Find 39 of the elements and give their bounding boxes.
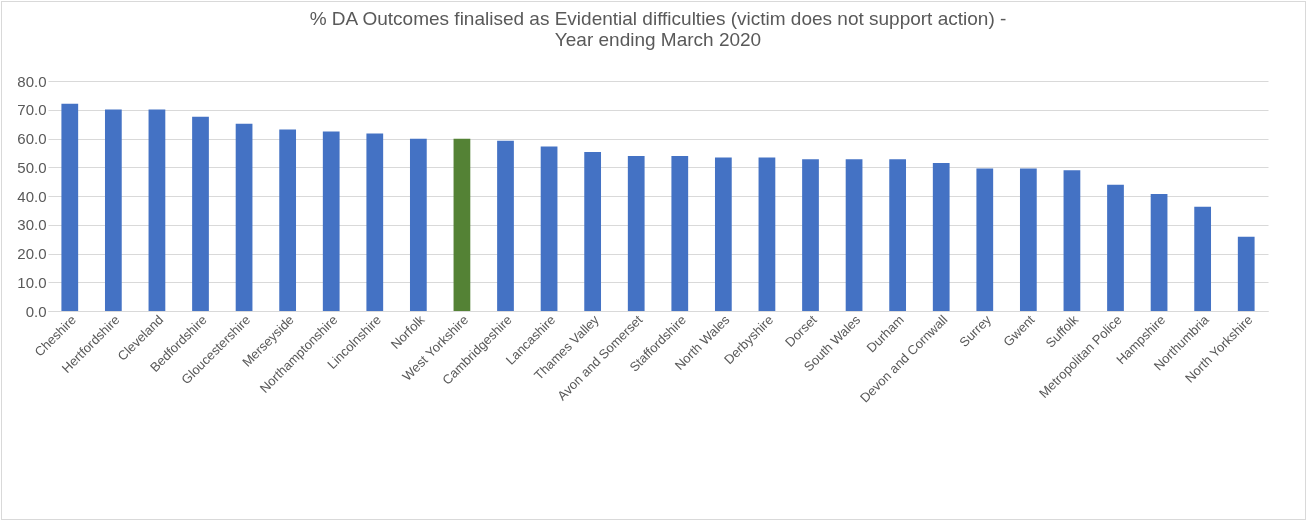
bar <box>453 138 471 311</box>
bar <box>758 157 776 311</box>
bar <box>1150 193 1168 311</box>
bar <box>409 138 427 311</box>
bar <box>1194 206 1212 311</box>
bar <box>627 156 645 311</box>
y-tick-label: 0.0 <box>25 302 47 320</box>
y-tick-label: 40.0 <box>17 187 47 205</box>
bar <box>192 116 209 311</box>
bar <box>366 133 384 311</box>
bar <box>1237 236 1255 311</box>
y-tick-label: 70.0 <box>17 101 47 119</box>
y-tick-label: 20.0 <box>17 245 47 262</box>
bar <box>497 140 514 311</box>
text: % DA Outcomes finalised as Evidential difficulties (victim does not support action) - <box>309 8 1007 29</box>
bar <box>61 103 79 311</box>
y-tick-label: 10.0 <box>17 273 47 291</box>
bar <box>932 162 950 311</box>
bar <box>714 157 732 311</box>
bar <box>540 146 558 311</box>
bar <box>1063 170 1081 311</box>
bar <box>671 156 689 311</box>
bar <box>1019 168 1037 311</box>
bar <box>322 131 340 311</box>
y-tick-label: 30.0 <box>17 216 47 234</box>
bar <box>845 159 863 311</box>
y-tick-label: 60.0 <box>17 130 47 147</box>
bar <box>802 159 819 311</box>
y-tick-label: 80.0 <box>17 72 47 90</box>
bar <box>584 152 602 311</box>
y-tick-label: 50.0 <box>17 158 47 176</box>
bar <box>889 159 907 311</box>
text: Year ending March 2020 <box>554 29 762 50</box>
bar <box>279 129 297 311</box>
bar <box>104 109 122 311</box>
bar <box>1107 184 1124 311</box>
bar <box>976 168 994 311</box>
bar <box>148 109 166 311</box>
bar <box>235 123 253 311</box>
